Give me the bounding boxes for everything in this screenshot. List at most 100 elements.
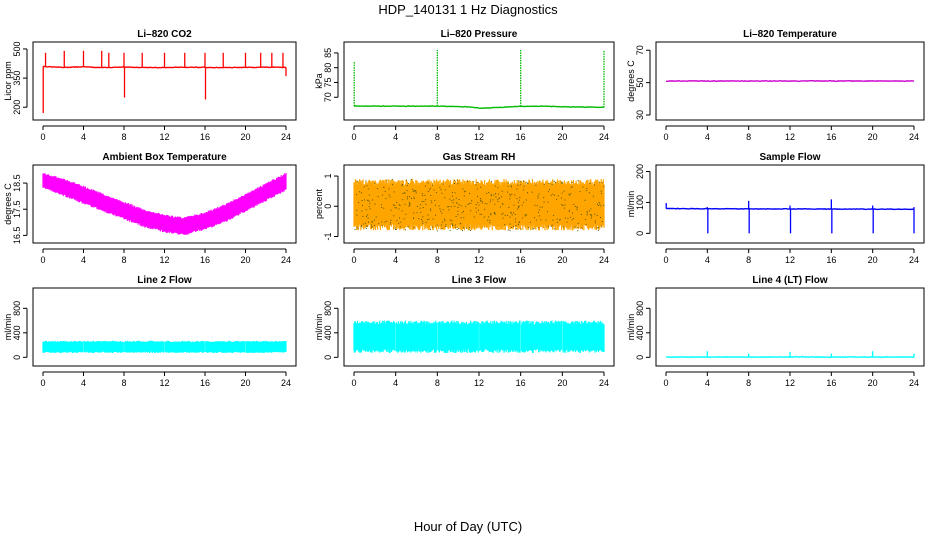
band-speckle (399, 217, 400, 219)
band-speckle (502, 217, 504, 219)
band-speckle (388, 188, 390, 190)
band-speckle (402, 192, 404, 194)
band-speckle (439, 208, 441, 210)
band-speckle (507, 191, 508, 193)
band-speckle (561, 192, 563, 194)
plot-frame (655, 164, 925, 244)
band-speckle (553, 228, 555, 230)
x-tick-label: 0 (40, 255, 45, 265)
series-band (353, 179, 605, 232)
band-speckle (449, 198, 451, 200)
band-speckle (454, 205, 456, 207)
band-speckle (603, 186, 605, 188)
band-speckle (507, 214, 509, 216)
band-speckle (418, 218, 420, 220)
band-speckle (564, 199, 566, 201)
band-speckle (362, 215, 364, 217)
band-speckle (371, 226, 373, 228)
band-speckle (403, 218, 405, 220)
panel-title: Sample Flow (759, 152, 820, 163)
band-speckle (422, 216, 424, 218)
y-tick-label: 400 (635, 325, 645, 340)
band-speckle (366, 225, 368, 227)
band-speckle (527, 183, 529, 184)
band-speckle (414, 190, 416, 192)
band-speckle (514, 214, 516, 215)
band-speckle (362, 205, 363, 206)
band-speckle (429, 189, 431, 191)
y-tick-label: 200 (635, 164, 645, 179)
band-speckle (519, 181, 521, 183)
band-speckle (430, 210, 432, 211)
band-speckle (500, 196, 502, 198)
x-tick-label: 0 (351, 255, 356, 265)
band-speckle (374, 182, 376, 184)
y-tick-label: 30 (635, 110, 645, 120)
band-speckle (577, 180, 579, 182)
x-tick-label: 4 (705, 132, 710, 142)
band-speckle (408, 201, 410, 203)
band-speckle (562, 182, 563, 184)
x-tick-label: 16 (516, 378, 526, 388)
x-tick-label: 24 (909, 132, 919, 142)
band-speckle (518, 180, 520, 182)
x-tick-label: 8 (746, 378, 751, 388)
y-axis-label: ml/min (314, 314, 324, 341)
x-tick-label: 20 (240, 132, 250, 142)
band-speckle (406, 198, 408, 200)
band-speckle (568, 211, 570, 212)
band-speckle (467, 204, 469, 205)
band-speckle (408, 205, 410, 207)
band-speckle (477, 209, 479, 211)
band-speckle (467, 181, 469, 182)
band-speckle (531, 191, 533, 193)
band-speckle (597, 203, 598, 205)
band-speckle (510, 212, 512, 214)
band-speckle (499, 206, 501, 208)
band-speckle (416, 212, 418, 214)
y-tick-label: -1 (323, 232, 333, 240)
band-speckle (518, 201, 519, 203)
band-speckle (477, 202, 479, 204)
y-tick-label: 200 (12, 100, 22, 115)
band-speckle (551, 224, 553, 226)
x-tick-label: 16 (826, 132, 836, 142)
y-axis-label: degrees C (626, 60, 636, 102)
band-speckle (444, 220, 446, 222)
band-speckle (365, 227, 367, 229)
band-speckle (420, 211, 422, 213)
band-speckle (388, 194, 390, 196)
band-speckle (581, 227, 583, 229)
band-speckle (366, 225, 368, 227)
band-speckle (463, 191, 465, 193)
band-speckle (442, 221, 444, 223)
band-speckle (366, 215, 367, 217)
band-speckle (497, 193, 499, 195)
band-speckle (477, 196, 478, 197)
band-speckle (538, 227, 540, 229)
band-speckle (371, 226, 373, 228)
band-speckle (497, 199, 499, 201)
plot-frame (32, 164, 297, 244)
band-speckle (469, 229, 471, 231)
band-speckle (479, 213, 481, 215)
band-speckle (391, 179, 393, 181)
band-speckle (483, 216, 485, 218)
band-speckle (422, 194, 424, 196)
y-axis-label: kPa (314, 73, 324, 89)
x-tick-label: 24 (599, 255, 609, 265)
band-speckle (469, 192, 470, 194)
band-speckle (510, 211, 512, 213)
band-speckle (429, 187, 431, 189)
band-speckle (421, 193, 423, 195)
x-tick-label: 4 (81, 255, 86, 265)
band-speckle (567, 217, 569, 219)
band-speckle (479, 198, 481, 199)
band-speckle (589, 210, 590, 212)
band-speckle (600, 190, 602, 192)
y-tick-label: 400 (323, 325, 333, 340)
band-speckle (432, 218, 434, 220)
band-speckle (489, 220, 491, 222)
band-speckle (537, 195, 539, 197)
series-line (665, 79, 915, 83)
